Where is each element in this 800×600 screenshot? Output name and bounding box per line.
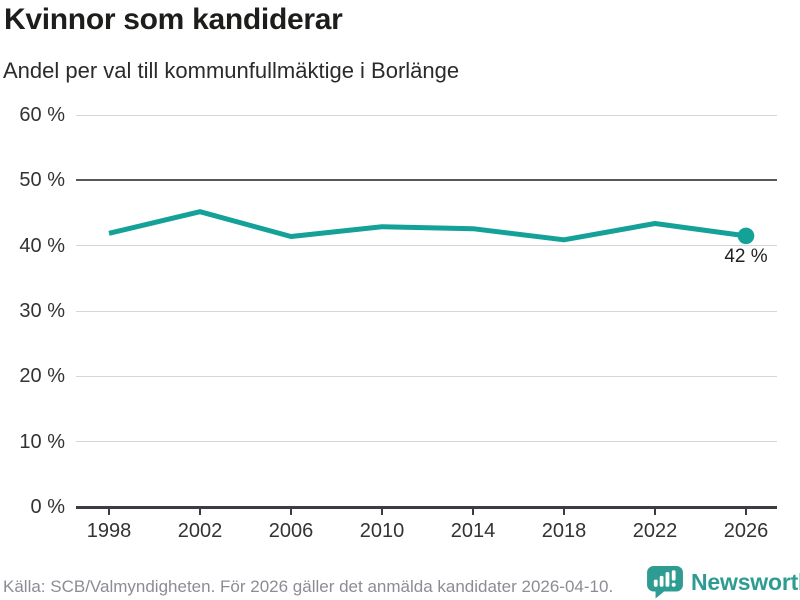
x-axis-line xyxy=(76,505,777,509)
x-axis-tick xyxy=(199,507,201,515)
gridline xyxy=(76,245,777,247)
x-axis-label: 2002 xyxy=(177,520,223,542)
chart-subtitle: Andel per val till kommunfullmäktige i B… xyxy=(3,58,460,83)
x-axis-tick xyxy=(108,507,110,515)
x-axis-tick xyxy=(472,507,474,515)
x-axis-tick xyxy=(381,507,383,515)
end-point-value-label: 42 % xyxy=(724,245,768,267)
newsworthy-bar-chart-icon xyxy=(647,565,683,599)
x-axis-label: 2010 xyxy=(359,520,405,542)
y-axis-label: 30 % xyxy=(19,300,65,322)
y-axis-label: 20 % xyxy=(19,365,65,388)
trend-line xyxy=(108,209,747,243)
gridline xyxy=(76,310,777,312)
x-axis-label: 1998 xyxy=(86,520,132,542)
y-axis-label: 10 % xyxy=(19,430,65,453)
x-axis-label: 2022 xyxy=(632,520,678,542)
y-axis-label: 40 % xyxy=(19,234,65,257)
x-axis-label: 2014 xyxy=(450,520,496,542)
newsworthy-logo: Newsworthy xyxy=(646,565,800,599)
gridline xyxy=(76,114,777,116)
page-title: Kvinnor som kandiderar xyxy=(4,3,343,36)
gridline xyxy=(76,179,777,182)
x-axis-tick xyxy=(745,507,747,515)
y-axis-label: 0 % xyxy=(30,496,65,518)
x-axis-label: 2026 xyxy=(723,520,769,542)
x-axis-label: 2018 xyxy=(541,520,587,542)
x-axis-label: 2006 xyxy=(268,520,314,542)
newsworthy-wordmark: Newsworthy xyxy=(691,568,800,595)
end-point-marker xyxy=(737,227,755,245)
x-axis-tick xyxy=(290,507,292,515)
gridline xyxy=(76,375,777,377)
source-note: Källa: SCB/Valmyndigheten. För 2026 gäll… xyxy=(3,577,614,596)
y-axis-label: 60 % xyxy=(19,104,65,126)
gridline xyxy=(76,441,777,443)
y-axis-label: 50 % xyxy=(19,169,65,192)
x-axis-tick xyxy=(563,507,565,515)
x-axis-tick xyxy=(654,507,656,515)
